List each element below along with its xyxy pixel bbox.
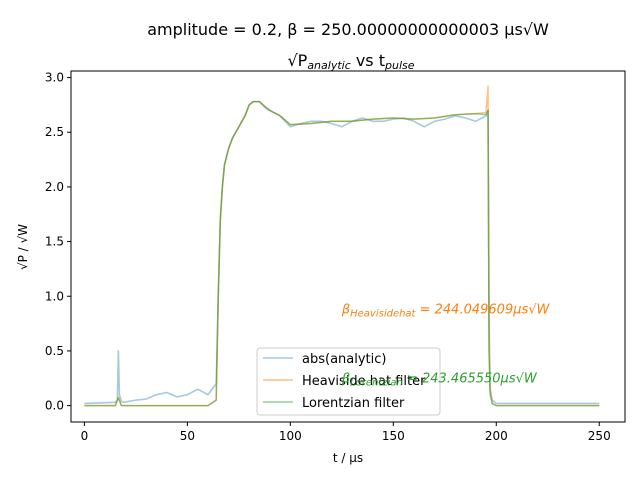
y-tick-label: 1.5 <box>45 235 64 249</box>
annotation-lorentzian-rest: = 243.465550µs√W <box>403 372 538 387</box>
x-tick-label: 100 <box>279 429 302 443</box>
legend-box <box>256 347 441 416</box>
y-tick-label: 0.5 <box>45 344 64 358</box>
y-axis-ticks: 0.0 0.5 1.0 1.5 2.0 2.5 3.0 <box>45 71 71 413</box>
chart-title-line1: amplitude = 0.2, β = 250.00000000000003 … <box>147 20 549 39</box>
annotation-lorentzian-base: β <box>341 372 350 387</box>
y-tick-label: 3.0 <box>45 71 64 85</box>
x-tick-label: 50 <box>180 429 195 443</box>
title-line2-mid: vs t <box>351 51 385 70</box>
x-tick-label: 250 <box>588 429 611 443</box>
x-axis-ticks: 0 50 100 150 200 250 <box>81 422 611 443</box>
series-layer <box>84 85 600 407</box>
title-line2-sub2: pulse <box>384 59 415 72</box>
annotation-heaviside-base: β <box>341 303 350 318</box>
series-line-2 <box>84 100 600 407</box>
x-axis-label: t / µs <box>333 451 363 465</box>
y-tick-label: 2.0 <box>45 180 64 194</box>
x-tick-label: 200 <box>485 429 508 443</box>
x-tick-label: 150 <box>382 429 405 443</box>
annotation-lorentzian: βLorentzian = 243.465550µs√W <box>341 372 538 389</box>
y-tick-label: 0.0 <box>45 399 64 413</box>
legend-label-abs: abs(analytic) <box>302 352 386 367</box>
legend-label-heaviside: Heaviside hat filter <box>302 374 426 389</box>
y-tick-label: 2.5 <box>45 125 64 139</box>
x-tick-label: 0 <box>81 429 89 443</box>
legend-label-lorentzian: Lorentzian filter <box>302 396 405 411</box>
title-line2-sub: analytic <box>307 59 350 72</box>
annotation-heaviside: βHeavisidehat = 244.049609µs√W <box>341 303 551 320</box>
annotation-heaviside-sub: Heavisidehat <box>350 309 416 320</box>
y-tick-label: 1.0 <box>45 289 64 303</box>
title-line2-base: √P <box>287 51 307 70</box>
y-axis-label: √P / √W <box>16 224 30 270</box>
chart-title-line2: √Panalytic vs tpulse <box>287 51 414 72</box>
annotation-lorentzian-sub: Lorentzian <box>350 378 403 389</box>
legend: abs(analytic) Heaviside hat filter Loren… <box>256 347 441 416</box>
annotation-heaviside-rest: = 244.049609µs√W <box>415 303 550 318</box>
plot-frame <box>70 70 626 423</box>
